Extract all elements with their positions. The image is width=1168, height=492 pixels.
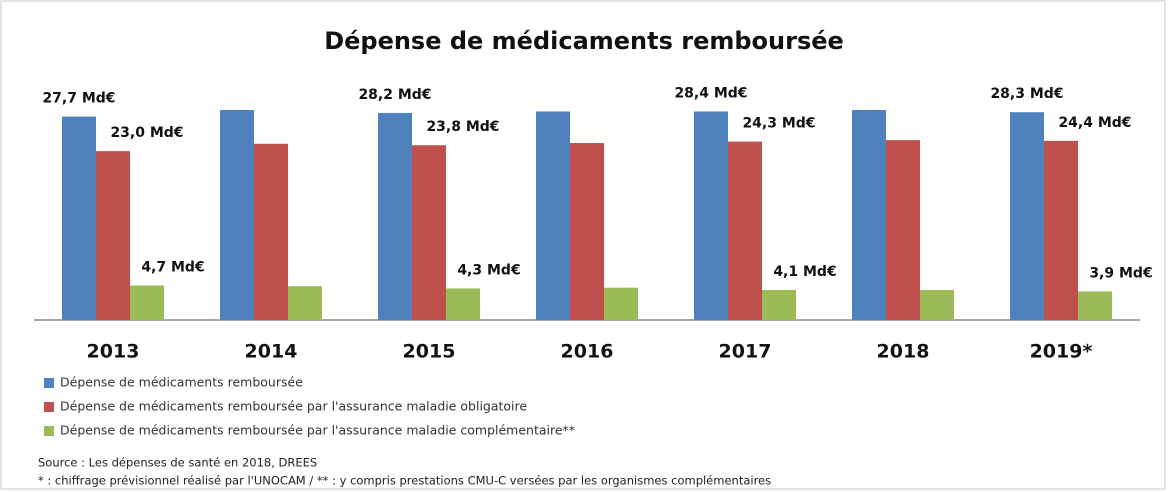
value-label: 23,0 Md€ [110, 125, 183, 141]
legend-label: Dépense de médicaments remboursée par l'… [60, 423, 575, 438]
value-label: 24,3 Md€ [742, 116, 815, 132]
value-label: 4,3 Md€ [457, 262, 520, 278]
bar [920, 289, 954, 320]
bar [62, 116, 96, 320]
bar [1010, 112, 1044, 321]
legend-label: Dépense de médicaments remboursée par l'… [60, 399, 527, 414]
value-label: 23,8 Md€ [426, 119, 499, 135]
value-label: 27,7 Md€ [42, 91, 115, 107]
x-tick-label: 2016 [561, 341, 614, 363]
bar [570, 143, 604, 320]
x-tick-label: 2015 [403, 341, 456, 363]
bar [378, 112, 412, 320]
value-label: 28,2 Md€ [358, 87, 431, 103]
legend-swatch [44, 426, 54, 436]
bar [220, 110, 254, 320]
bar [536, 111, 570, 320]
bar [762, 289, 796, 320]
x-tick-label: 2018 [877, 341, 930, 363]
x-tick-label: 2017 [719, 341, 772, 363]
bar [446, 288, 480, 320]
bar [1078, 291, 1112, 320]
x-tick-label: 2014 [245, 341, 298, 363]
chart-title: Dépense de médicaments remboursée [324, 27, 844, 55]
x-tick-label: 2019* [1030, 341, 1093, 363]
bar [852, 110, 886, 320]
value-label: 28,3 Md€ [990, 86, 1063, 102]
bar [254, 143, 288, 320]
source: Source : Les dépenses de santé en 2018, … [38, 456, 317, 470]
bar [130, 285, 164, 320]
bar [1044, 140, 1078, 320]
bar [412, 145, 446, 320]
value-label: 28,4 Md€ [674, 85, 747, 101]
bar [604, 287, 638, 320]
bar [96, 151, 130, 320]
value-label: 4,1 Md€ [773, 264, 836, 280]
bar [694, 111, 728, 320]
value-label: 3,9 Md€ [1089, 265, 1152, 281]
bar [728, 141, 762, 320]
bar [886, 140, 920, 320]
note: * : chiffrage prévisionnel réalisé par l… [38, 474, 771, 488]
legend-swatch [44, 378, 54, 388]
legend-label: Dépense de médicaments remboursée [60, 375, 303, 390]
bar [288, 286, 322, 320]
x-tick-label: 2013 [87, 341, 140, 363]
value-label: 4,7 Md€ [141, 259, 204, 275]
legend-swatch [44, 402, 54, 412]
value-label: 24,4 Md€ [1058, 115, 1131, 131]
